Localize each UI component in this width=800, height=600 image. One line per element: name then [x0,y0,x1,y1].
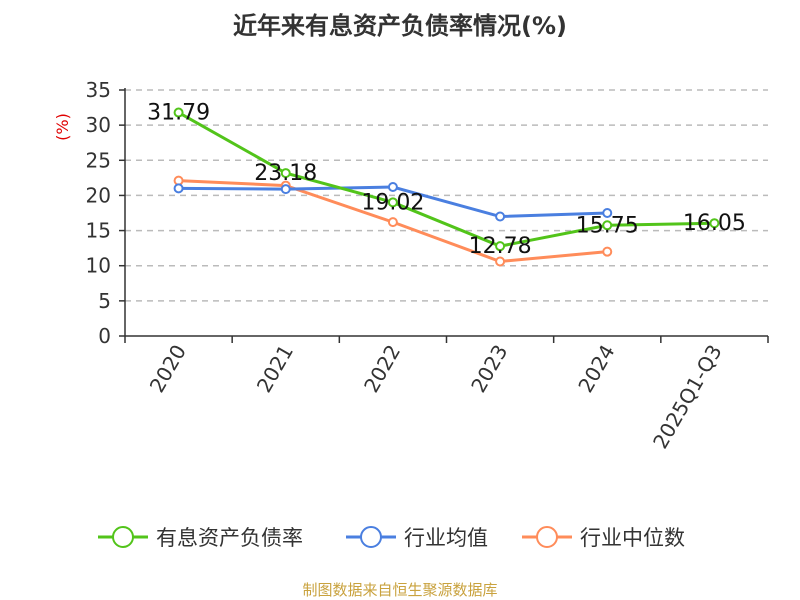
legend-marker [360,526,382,548]
data-point [709,218,720,229]
data-label: 12.78 [469,234,532,259]
series-line [177,111,715,248]
data-point [173,183,184,194]
x-tick-label: 2024 [573,341,619,397]
x-tick-label: 2025Q1-Q3 [648,341,727,453]
data-point [280,184,291,195]
data-label: 15.75 [576,213,639,238]
y-tick-label: 25 [86,148,111,172]
y-tick-label: 30 [86,113,111,137]
x-tick-label: 2023 [466,341,512,397]
data-point [602,220,613,231]
y-tick-label: 35 [86,78,111,102]
data-point [495,241,506,252]
legend-marker [536,526,558,548]
y-tick-label: 15 [86,219,111,243]
y-tick-label: 20 [86,183,111,207]
data-label: 19.02 [361,190,424,215]
legend-label: 行业中位数 [580,526,685,550]
data-point [280,168,291,179]
legend-label: 有息资产负债率 [156,526,303,550]
y-tick-label: 0 [98,324,111,348]
data-point [173,107,184,118]
data-point [602,208,613,218]
data-label: 16.05 [683,211,746,236]
legend-marker [112,526,134,548]
chart-title: 近年来有息资产负债率情况(%) [233,12,567,40]
x-tick-label: 2022 [359,341,405,397]
data-point [495,211,506,222]
x-tick-label: 2020 [145,341,191,397]
data-point [387,217,398,228]
data-point [602,246,613,257]
data-label: 31.79 [147,101,210,126]
data-point [387,181,398,192]
y-tick-label: 5 [98,289,111,313]
source-footer: 制图数据来自恒生聚源数据库 [302,581,498,599]
data-point [387,197,398,208]
data-point [495,256,506,267]
y-axis-label: (%) [53,113,72,141]
y-tick-label: 10 [86,254,111,278]
x-tick-label: 2021 [252,341,298,397]
legend-label: 行业均值 [404,526,488,550]
data-label: 23.18 [254,161,317,186]
